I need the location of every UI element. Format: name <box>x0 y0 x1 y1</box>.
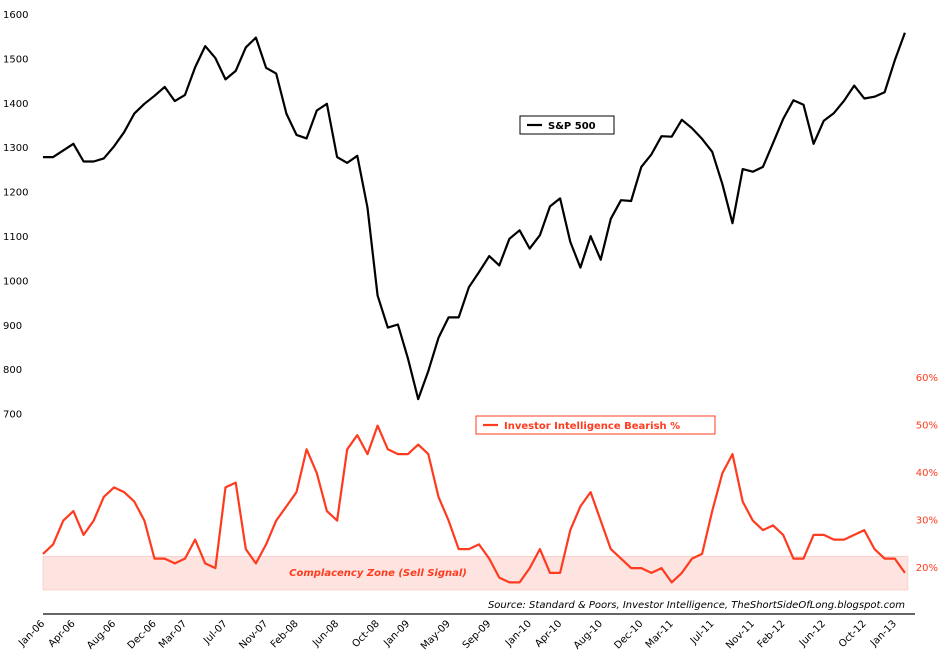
x-tick-label: Apr-10 <box>533 618 564 649</box>
y-tick-label: 1400 <box>3 99 28 110</box>
x-tick-label: Jan-09 <box>381 618 412 649</box>
x-tick-label: Oct-08 <box>350 618 382 650</box>
x-tick-label: Dec-06 <box>126 618 159 651</box>
y2-tick-label: 20% <box>916 563 938 574</box>
y-tick-label: 700 <box>3 410 22 421</box>
x-tick-label: Jul-11 <box>688 618 717 647</box>
x-tick-label: Jan-13 <box>868 618 899 649</box>
x-tick-label: Sep-09 <box>461 618 494 651</box>
y-tick-label: 1200 <box>3 188 28 199</box>
series-line <box>42 424 906 584</box>
y-tick-label: 800 <box>3 365 22 376</box>
legend-box <box>475 415 716 435</box>
y-tick-label: 1300 <box>3 143 28 154</box>
x-tick-label: Nov-07 <box>237 618 270 651</box>
x-tick-label: Jan-10 <box>503 618 534 649</box>
y-tick-label: 1100 <box>3 232 28 243</box>
y2-tick-label: 30% <box>916 516 938 527</box>
x-tick-label: Feb-08 <box>269 618 301 650</box>
y-tick-label: 1500 <box>3 54 28 65</box>
y-tick-label: 900 <box>3 321 22 332</box>
y-tick-label: 1000 <box>3 276 28 287</box>
x-tick-label: Jun-12 <box>797 618 828 649</box>
x-tick-label: Feb-12 <box>756 618 788 650</box>
legend-label: S&P 500 <box>548 121 596 132</box>
legend-label: Investor Intelligence Bearish % <box>504 421 680 432</box>
legend-box <box>519 115 615 135</box>
complacency-zone <box>42 555 909 591</box>
x-tick-label: Jun-08 <box>310 618 341 649</box>
x-tick-label: Aug-06 <box>85 618 118 651</box>
x-tick-label: Nov-11 <box>724 618 757 651</box>
y-tick-label: 1600 <box>3 10 28 21</box>
x-tick-label: Mar-11 <box>644 618 676 650</box>
y2-tick-label: 50% <box>916 421 938 432</box>
x-tick-label: Jan-06 <box>16 618 47 649</box>
x-tick-label: Oct-12 <box>837 618 869 650</box>
zone-label: Complacency Zone (Sell Signal) <box>289 568 467 579</box>
x-tick-label: May-09 <box>419 618 453 652</box>
y2-tick-label: 60% <box>916 373 938 384</box>
x-tick-label: Dec-10 <box>612 618 645 651</box>
y2-tick-label: 40% <box>916 468 938 479</box>
x-tick-label: Aug-10 <box>572 618 605 651</box>
series-line <box>43 32 906 401</box>
source: Source: Standard & Poors, Investor Intel… <box>488 600 905 611</box>
x-tick-label: Jul-07 <box>201 618 230 647</box>
x-tick-label: Apr-06 <box>47 618 78 649</box>
x-tick-label: Mar-07 <box>157 618 189 650</box>
